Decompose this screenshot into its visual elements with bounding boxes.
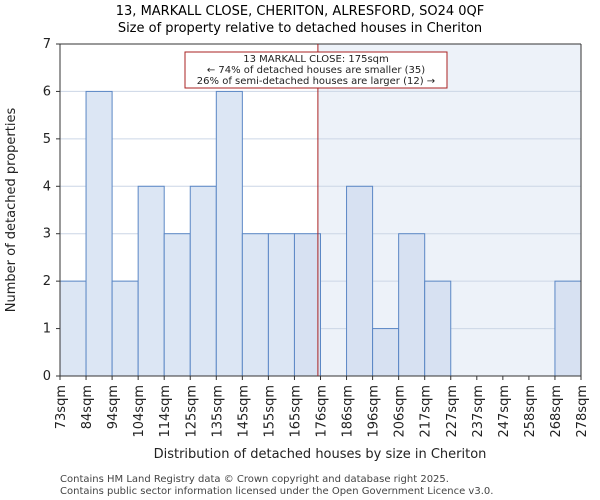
footer-line2: Contains public sector information licen… — [60, 486, 493, 497]
bar — [424, 280, 452, 377]
x-tick-label: 155sqm — [262, 385, 277, 438]
x-tick-label: 258sqm — [523, 385, 538, 438]
chart-title-line1: 13, MARKALL CLOSE, CHERITON, ALRESFORD, … — [116, 4, 484, 19]
x-tick-label: 278sqm — [575, 385, 590, 438]
bar — [554, 280, 582, 377]
bar — [189, 185, 217, 377]
x-tick-label: 114sqm — [158, 385, 173, 438]
y-tick-label: 4 — [43, 179, 51, 194]
x-tick-label: 186sqm — [341, 385, 356, 438]
x-tick-label: 73sqm — [54, 385, 69, 429]
x-tick-label: 237sqm — [471, 385, 486, 438]
x-tick-label: 94sqm — [106, 385, 121, 429]
bar — [59, 280, 87, 377]
x-tick-label: 268sqm — [549, 385, 564, 438]
y-tick-label: 1 — [43, 322, 51, 337]
x-tick-label: 176sqm — [315, 385, 330, 438]
annotation-line1: 13 MARKALL CLOSE: 175sqm — [243, 54, 389, 65]
y-tick-label: 6 — [43, 84, 51, 99]
x-tick-label: 196sqm — [367, 385, 382, 438]
annotation-line3: 26% of semi-detached houses are larger (… — [197, 76, 435, 87]
plot-area: 0 1 2 3 4 5 6 7 73sqm 84sqm 94sqm 104sqm 114sqm 125sq… — [43, 37, 590, 438]
x-tick-label: 125sqm — [184, 385, 199, 438]
x-tick-label: 217sqm — [419, 385, 434, 438]
x-tick-label: 145sqm — [236, 385, 251, 438]
bar — [372, 328, 400, 377]
x-tick-label: 206sqm — [393, 385, 408, 438]
y-tick-label: 2 — [43, 274, 51, 289]
annotation-line2: ← 74% of detached houses are smaller (35… — [207, 65, 425, 76]
bar — [346, 185, 374, 377]
bar — [137, 185, 165, 377]
chart-title-line2: Size of property relative to detached ho… — [118, 21, 482, 36]
x-tick-label: 227sqm — [445, 385, 460, 438]
bar — [241, 233, 269, 377]
bar — [398, 233, 426, 377]
y-axis-label: Number of detached properties — [4, 108, 19, 313]
x-tick-label: 247sqm — [497, 385, 512, 438]
y-tick-label: 5 — [43, 132, 51, 147]
x-axis-label: Distribution of detached houses by size … — [154, 447, 487, 462]
footer-line1: Contains HM Land Registry data © Crown c… — [60, 474, 449, 485]
bar — [163, 233, 191, 377]
y-tick-label: 0 — [43, 369, 51, 384]
y-tick-label: 3 — [43, 227, 51, 242]
x-tick-label: 135sqm — [210, 385, 225, 438]
x-tick-label: 165sqm — [288, 385, 303, 438]
bar — [293, 233, 322, 377]
x-tick-label: 104sqm — [132, 385, 147, 438]
x-tick-label: 84sqm — [80, 385, 95, 429]
annotation-box — [184, 51, 448, 89]
bar — [85, 90, 113, 377]
bar — [267, 233, 295, 377]
bar — [215, 90, 243, 377]
y-tick-label: 7 — [43, 37, 51, 52]
bar — [111, 280, 139, 377]
